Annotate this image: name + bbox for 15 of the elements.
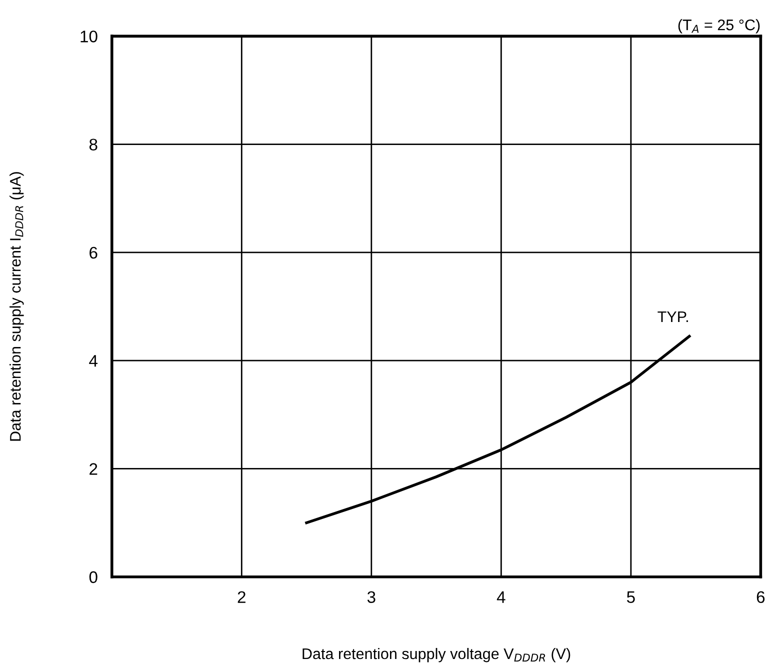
- x-tick-label: 3: [367, 591, 376, 603]
- x-tick-label: 2: [238, 591, 246, 603]
- x-axis-title: Data retention supply voltage V$_{DDDR}$ (V): [302, 648, 570, 662]
- x-tick-label: 5: [626, 591, 635, 603]
- x-tick-label: 6: [756, 591, 765, 603]
- y-tick-label: 10: [80, 30, 98, 42]
- text: (T$_{A}$ = 25 °C): [678, 19, 760, 34]
- annotation: TYP.: [658, 311, 688, 322]
- y-tick-label: 8: [89, 138, 98, 151]
- y-tick-label: 0: [89, 571, 98, 584]
- y-tick-label: 6: [90, 246, 98, 259]
- y-axis-title: Data retention supply current I$_{DDDR}$ (μA): [10, 172, 24, 441]
- x-tick-label: 4: [496, 591, 506, 603]
- y-tick-label: 2: [90, 463, 98, 475]
- y-tick-label: 4: [89, 355, 98, 367]
